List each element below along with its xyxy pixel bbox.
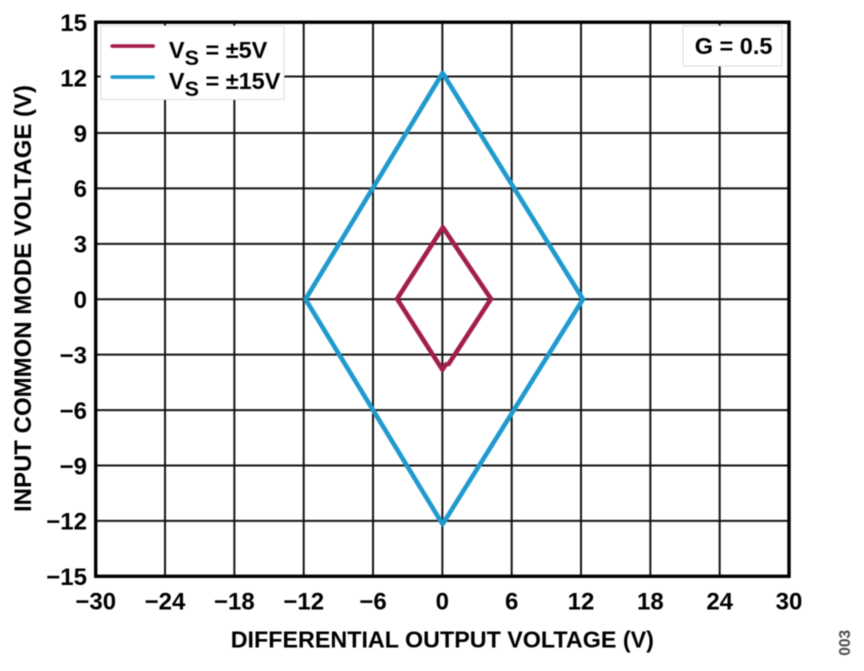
svg-text:DIFFERENTIAL OUTPUT VOLTAGE (V: DIFFERENTIAL OUTPUT VOLTAGE (V) <box>231 627 654 653</box>
svg-text:3: 3 <box>74 232 87 259</box>
svg-text:6: 6 <box>74 176 87 203</box>
svg-text:−12: −12 <box>283 588 324 615</box>
svg-text:003: 003 <box>837 630 854 656</box>
svg-text:−18: −18 <box>214 588 255 615</box>
svg-text:30: 30 <box>776 588 803 615</box>
svg-text:−15: −15 <box>46 564 87 591</box>
svg-text:−6: −6 <box>60 398 87 425</box>
svg-text:0: 0 <box>436 588 449 615</box>
svg-text:−12: −12 <box>46 509 87 536</box>
svg-text:−3: −3 <box>60 343 87 370</box>
svg-text:−30: −30 <box>75 588 116 615</box>
svg-text:24: 24 <box>706 588 733 615</box>
svg-text:12: 12 <box>60 65 87 92</box>
svg-text:INPUT COMMON MODE VOLTAGE (V): INPUT COMMON MODE VOLTAGE (V) <box>10 85 37 512</box>
svg-text:15: 15 <box>60 10 87 37</box>
svg-text:0: 0 <box>74 287 87 314</box>
svg-text:12: 12 <box>568 588 595 615</box>
svg-text:9: 9 <box>74 121 87 148</box>
svg-text:6: 6 <box>505 588 518 615</box>
svg-text:−9: −9 <box>60 453 87 480</box>
svg-text:G = 0.5: G = 0.5 <box>695 33 773 59</box>
svg-text:18: 18 <box>637 588 664 615</box>
svg-text:−6: −6 <box>359 588 386 615</box>
svg-text:−24: −24 <box>145 588 186 615</box>
